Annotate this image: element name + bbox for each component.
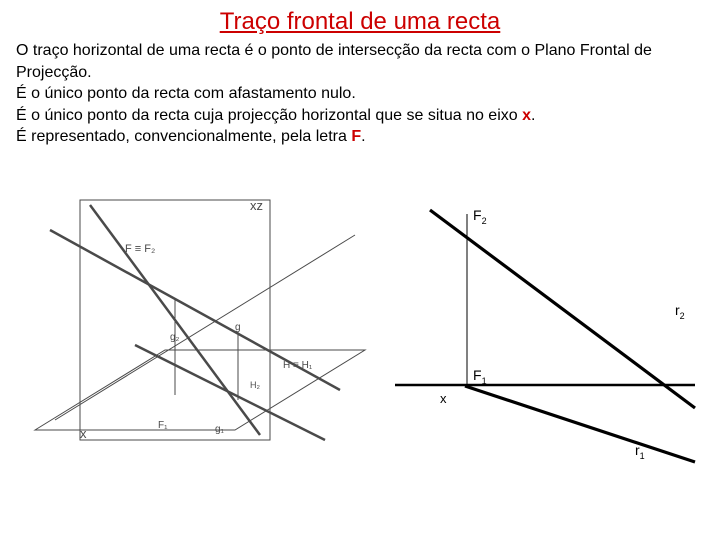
diagram-area: xzxF ≡ F₂g₂gH ≡ H₁H₂F₁g₁ F2r2F1xxyr1 xyxy=(0,180,720,540)
para-2: É o único ponto da recta com afastamento… xyxy=(16,83,704,105)
svg-text:F2: F2 xyxy=(473,207,487,226)
svg-text:F₁: F₁ xyxy=(158,420,168,431)
para-3: É o único ponto da recta cuja projecção … xyxy=(16,105,704,127)
svg-text:r2: r2 xyxy=(675,302,685,321)
body-text: O traço horizontal de uma recta é o pont… xyxy=(0,36,720,148)
para-1: O traço horizontal de uma recta é o pont… xyxy=(16,40,704,83)
svg-text:g₁: g₁ xyxy=(215,424,225,435)
accent-f: F xyxy=(351,128,361,145)
left-3d-diagram: xz x F ≡ F₂ g₂ g H ≡ H₁ H₂ F₁ g₁ xyxy=(20,180,370,520)
svg-text:H₂: H₂ xyxy=(250,380,260,390)
svg-text:F ≡ F₂: F ≡ F₂ xyxy=(125,243,155,255)
svg-text:x: x xyxy=(80,426,87,441)
svg-text:H ≡ H₁: H ≡ H₁ xyxy=(283,360,313,371)
page-title: Traço frontal de uma recta xyxy=(0,0,720,36)
para-4: É representado, convencionalmente, pela … xyxy=(16,126,704,148)
svg-text:F1: F1 xyxy=(473,367,487,386)
accent-x: x xyxy=(522,107,531,124)
svg-text:g₂: g₂ xyxy=(170,332,180,343)
right-projection-diagram: F2r2F1xxyr1 xyxy=(395,180,705,490)
svg-text:xz: xz xyxy=(250,198,263,213)
svg-text:x: x xyxy=(440,391,447,406)
svg-text:g: g xyxy=(235,322,241,333)
